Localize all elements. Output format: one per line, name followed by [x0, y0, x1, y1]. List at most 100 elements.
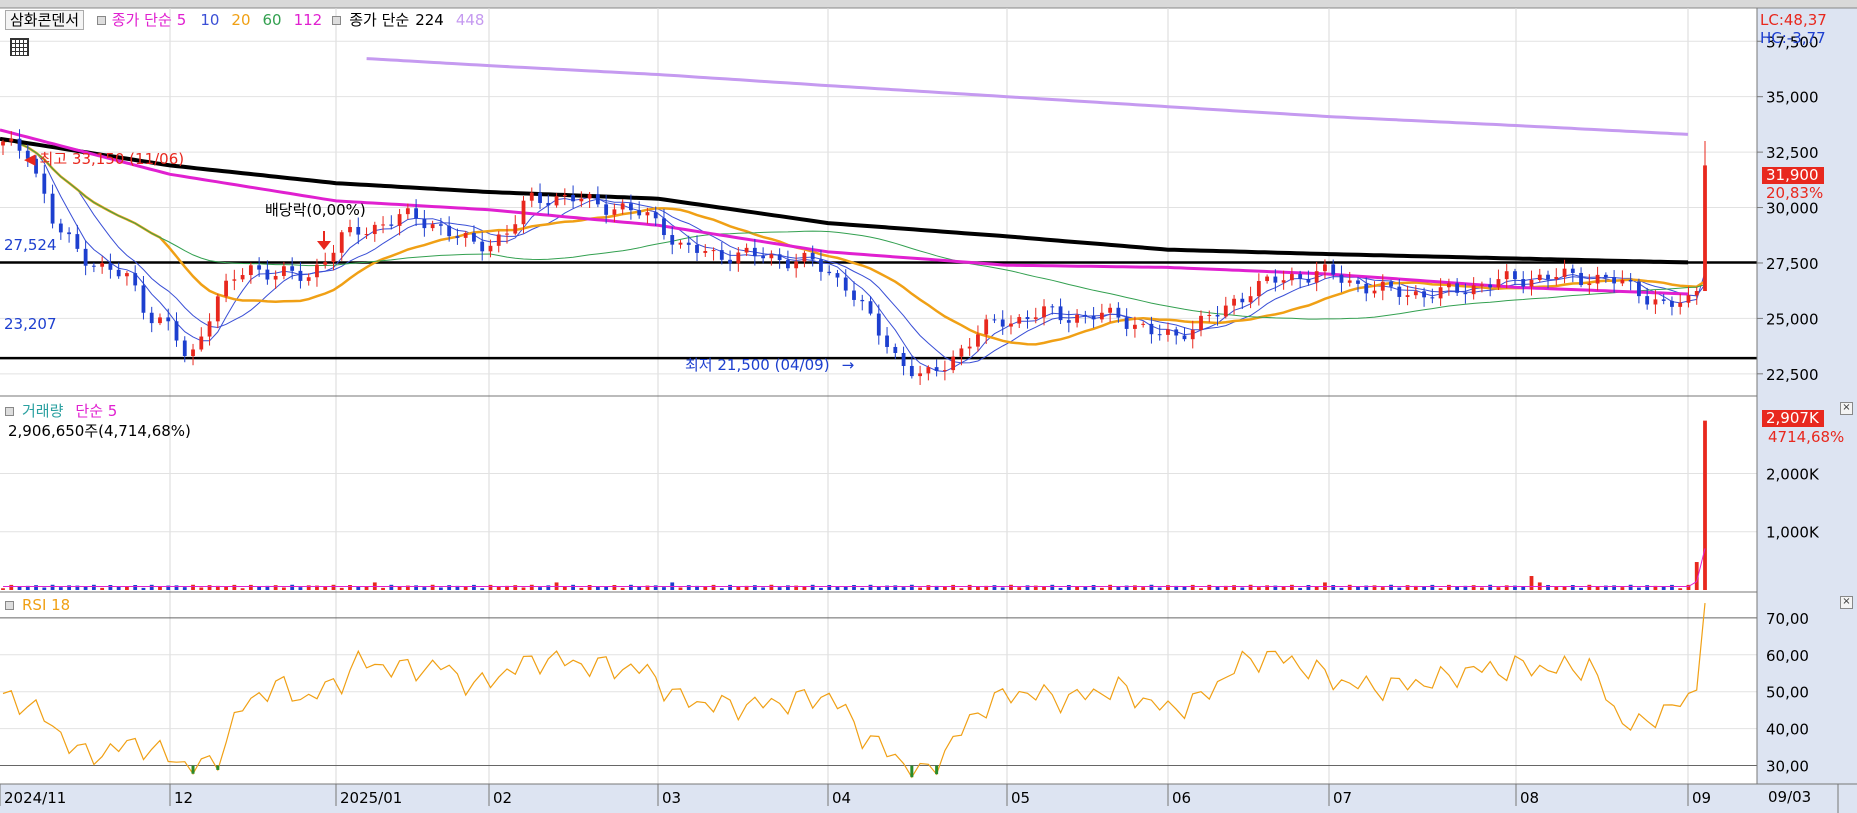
candle-body: [58, 223, 63, 233]
candle-body: [1670, 300, 1674, 307]
volume-bar: [50, 584, 55, 590]
candle-body: [372, 224, 377, 235]
candle-body: [1628, 279, 1633, 282]
legend-ma5: 5: [176, 11, 187, 29]
volume-bar: [232, 584, 237, 590]
candle-body: [207, 321, 212, 337]
candle-body: [1174, 329, 1179, 336]
candle-body: [1579, 272, 1583, 286]
candle-body: [282, 266, 286, 276]
volume-bar: [364, 586, 369, 590]
rsi-title: RSI 18: [22, 596, 71, 614]
candle-body: [381, 224, 385, 226]
candle-body: [1289, 274, 1294, 281]
volume-bar: [182, 587, 187, 590]
stock-name-button[interactable]: 삼화콘덴서: [5, 10, 85, 30]
legend-toggle-icon-2[interactable]: [332, 16, 342, 25]
candle-body: [356, 226, 361, 235]
candle-body: [496, 234, 501, 246]
volume-bar: [306, 585, 311, 590]
candle-body: [1612, 277, 1617, 284]
candle-body: [1298, 274, 1303, 279]
candle-body: [257, 265, 262, 270]
x-tick-label: 08: [1520, 789, 1539, 807]
calendar-icon[interactable]: [10, 38, 29, 56]
volume-bar: [447, 585, 452, 590]
volume-bar: [1521, 586, 1526, 590]
volume-bar: [1033, 585, 1038, 590]
rsi-close-icon[interactable]: ×: [1840, 596, 1853, 609]
candle-body: [339, 232, 344, 253]
candle-body: [116, 269, 121, 277]
candle-body: [587, 194, 592, 199]
volume-bar: [1645, 585, 1650, 590]
candle-body: [1455, 283, 1460, 293]
volume-bar: [794, 585, 799, 590]
legend-toggle-icon[interactable]: [96, 16, 106, 25]
candle-body: [133, 273, 138, 286]
volume-bar: [1265, 585, 1270, 590]
volume-bar: [1075, 586, 1079, 590]
candle-body: [315, 264, 319, 278]
volume-bar: [166, 585, 171, 590]
dividend-arrow-icon: [317, 241, 331, 250]
volume-bar: [1570, 585, 1575, 590]
volume-bar: [1496, 587, 1501, 590]
volume-bar: [1529, 576, 1534, 590]
volume-toggle-icon[interactable]: [5, 407, 14, 416]
volume-bar: [1083, 586, 1088, 590]
volume-bar: [42, 587, 47, 590]
dividend-annotation: 배당락(0,00%): [265, 201, 366, 219]
rsi-toggle-icon[interactable]: [5, 601, 14, 610]
volume-bar: [1207, 584, 1212, 590]
candle-body: [571, 194, 575, 202]
volume-bar: [1149, 584, 1154, 590]
volume-bar: [695, 585, 699, 590]
hc-label: HC:-3,77: [1760, 29, 1826, 47]
rsi-tick-label: 60,00: [1766, 647, 1809, 665]
candle-body: [1480, 284, 1484, 286]
volume-bar: [472, 584, 476, 590]
candle-body: [248, 265, 253, 276]
volume-bar: [75, 585, 80, 590]
candle-body: [562, 194, 567, 197]
volume-close-icon[interactable]: ×: [1840, 402, 1853, 415]
candle-body: [1678, 302, 1683, 307]
candle-body: [1166, 329, 1170, 335]
candle-body: [265, 269, 270, 280]
volume-bar: [100, 587, 105, 590]
volume-bar: [810, 584, 815, 590]
volume-bar: [91, 584, 96, 590]
candle-body: [472, 232, 476, 242]
volume-bar: [1446, 584, 1451, 590]
candle-body: [1546, 274, 1550, 280]
volume-bar: [1579, 587, 1583, 590]
volume-bar: [158, 586, 162, 590]
candle-body: [414, 208, 419, 219]
volume-bar: [719, 588, 724, 590]
candle-body: [67, 232, 71, 235]
hline-label-2: 23,207: [4, 315, 57, 333]
volume-bar: [686, 585, 691, 590]
volume-bar: [34, 585, 38, 590]
volume-bar: [637, 586, 642, 590]
volume-bar: [282, 587, 286, 590]
volume-bar: [653, 585, 658, 590]
volume-bar: [852, 585, 856, 590]
x-tick-label: 06: [1172, 789, 1191, 807]
candle-body: [422, 218, 427, 229]
volume-bar: [1678, 588, 1683, 590]
candle-body: [298, 270, 303, 281]
candle-body: [331, 252, 336, 263]
candle-body: [769, 254, 774, 259]
candle-body: [513, 224, 518, 234]
volume-bar: [885, 585, 889, 590]
candle-body: [1033, 317, 1038, 320]
volume-bar: [1405, 585, 1410, 590]
volume-bar: [629, 584, 633, 590]
candle-body: [1000, 319, 1005, 327]
volume-bar: [711, 584, 716, 590]
candle-body: [992, 319, 997, 321]
candle-body: [885, 335, 889, 347]
volume-bar: [1199, 588, 1203, 590]
